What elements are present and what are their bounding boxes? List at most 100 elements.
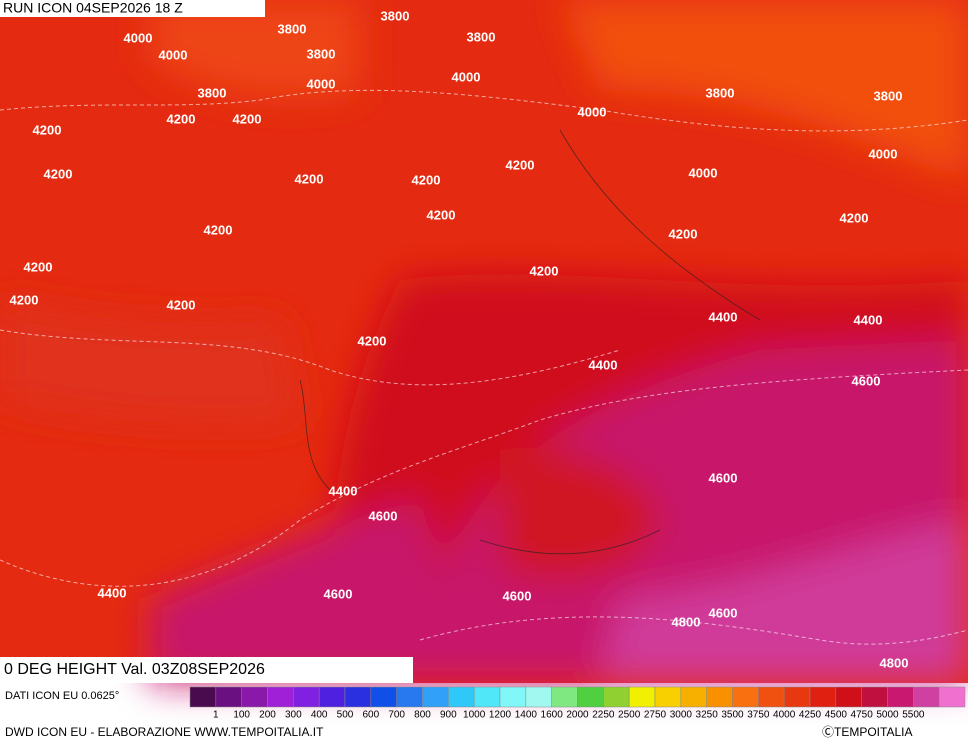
- colorbar-swatch: [241, 686, 268, 708]
- colorbar-label: 1: [213, 710, 219, 721]
- colorbar-label: 600: [362, 710, 379, 721]
- colorbar-swatch: [577, 686, 604, 708]
- colorbar-label: 5000: [876, 710, 899, 721]
- contour-label: 4200: [204, 222, 233, 237]
- colorbar-label: 4000: [773, 710, 796, 721]
- contour-label: 4800: [880, 655, 909, 670]
- colorbar-label: 400: [311, 710, 328, 721]
- colorbar-swatch: [835, 686, 862, 708]
- colorbar-swatch: [473, 686, 501, 708]
- colorbar-swatch: [654, 686, 682, 708]
- contour-label: 3800: [874, 88, 903, 103]
- colorbar-label: 3250: [696, 710, 719, 721]
- contour-label: 4000: [689, 165, 718, 180]
- colorbar-label: 900: [440, 710, 457, 721]
- contour-label: 4200: [506, 157, 535, 172]
- colorbar-swatch: [344, 686, 372, 708]
- colorbar-label: 200: [259, 710, 276, 721]
- contour-label: 4400: [709, 309, 738, 324]
- run-label: RUN ICON 04SEP2026 18 Z: [3, 0, 183, 16]
- colorbar-label: 4750: [851, 710, 874, 721]
- contour-label: 4600: [503, 588, 532, 603]
- colorbar-label: 1200: [489, 710, 512, 721]
- copyright: ⒸTEMPOITALIA: [822, 725, 912, 739]
- contour-label: 3800: [198, 85, 227, 100]
- contour-label: 4200: [167, 111, 196, 126]
- contour-label: 4000: [578, 104, 607, 119]
- contour-label: 4400: [329, 483, 358, 498]
- colorbar-swatch: [628, 686, 656, 708]
- contour-label: 4200: [167, 297, 196, 312]
- colorbar-label: 2250: [592, 710, 615, 721]
- contour-label: 4200: [33, 122, 62, 137]
- colorbar-label: 700: [388, 710, 405, 721]
- variable-box: [0, 657, 413, 683]
- contour-label: 4600: [709, 470, 738, 485]
- colorbar-swatch: [861, 686, 888, 708]
- colorbar-label: 4250: [799, 710, 822, 721]
- contour-label: 4000: [869, 146, 898, 161]
- contour-label: 4600: [324, 586, 353, 601]
- colorbar-label: 100: [233, 710, 250, 721]
- contour-label: 4200: [295, 171, 324, 186]
- colorbar-label: 1600: [541, 710, 564, 721]
- contour-label: 4000: [307, 76, 336, 91]
- contour-label: 4200: [358, 333, 387, 348]
- colorbar-label: 3500: [721, 710, 744, 721]
- source-label: DATI ICON EU 0.0625°: [5, 690, 119, 702]
- colorbar-swatch: [603, 686, 630, 708]
- contour-label: 4800: [672, 614, 701, 629]
- colorbar-swatch: [267, 686, 294, 708]
- colorbar-label: 2750: [644, 710, 667, 721]
- contour-label: 4600: [852, 373, 881, 388]
- colorbar-swatch: [396, 686, 423, 708]
- contour-label: 3800: [278, 21, 307, 36]
- header-box: [0, 0, 265, 17]
- colorbar-label: 300: [285, 710, 302, 721]
- colorbar: 1 100 200 300 400 500 600 700 800 900 1000 1200 1400…: [189, 686, 966, 721]
- map-background: [0, 0, 968, 683]
- colorbar-swatch: [499, 686, 527, 708]
- colorbar-swatch: [551, 686, 578, 708]
- contour-label: 4600: [709, 605, 738, 620]
- contour-label: 4200: [427, 207, 456, 222]
- colorbar-swatch: [189, 686, 217, 708]
- contour-label: 3800: [381, 8, 410, 23]
- colorbar-label: 500: [337, 710, 354, 721]
- colorbar-swatch: [809, 686, 837, 708]
- contour-label: 4200: [233, 111, 262, 126]
- colorbar-swatch: [887, 686, 914, 708]
- variable-label: 0 DEG HEIGHT Val. 03Z08SEP2026: [4, 661, 265, 678]
- contour-label: 3800: [467, 29, 496, 44]
- contour-label: 4400: [98, 585, 127, 600]
- contour-label: 4600: [369, 508, 398, 523]
- contour-label: 3800: [706, 85, 735, 100]
- colorbar-swatch: [938, 686, 966, 708]
- contour-label: 4400: [589, 357, 618, 372]
- contour-label: 4200: [44, 166, 73, 181]
- contour-label: 4200: [840, 210, 869, 225]
- colorbar-label: 4500: [825, 710, 848, 721]
- contour-label: 4000: [159, 47, 188, 62]
- colorbar-swatch: [758, 686, 785, 708]
- colorbar-label: 1000: [463, 710, 486, 721]
- contour-label: 4000: [452, 69, 481, 84]
- colorbar-label: 800: [414, 710, 431, 721]
- contour-label: 4200: [412, 172, 441, 187]
- contour-label: 4200: [24, 259, 53, 274]
- colorbar-swatch: [706, 686, 733, 708]
- colorbar-label: 1400: [515, 710, 538, 721]
- contour-label: 4200: [530, 263, 559, 278]
- colorbar-swatch: [293, 686, 320, 708]
- colorbar-swatch: [215, 686, 242, 708]
- colorbar-label: 5500: [902, 710, 925, 721]
- colorbar-swatch: [913, 686, 940, 708]
- contour-label: 4200: [10, 292, 39, 307]
- contour-label: 4200: [669, 226, 698, 241]
- contour-label: 4000: [124, 30, 153, 45]
- contour-label: 3800: [307, 46, 336, 61]
- colorbar-label: 2500: [618, 710, 641, 721]
- contour-label: 4400: [854, 312, 883, 327]
